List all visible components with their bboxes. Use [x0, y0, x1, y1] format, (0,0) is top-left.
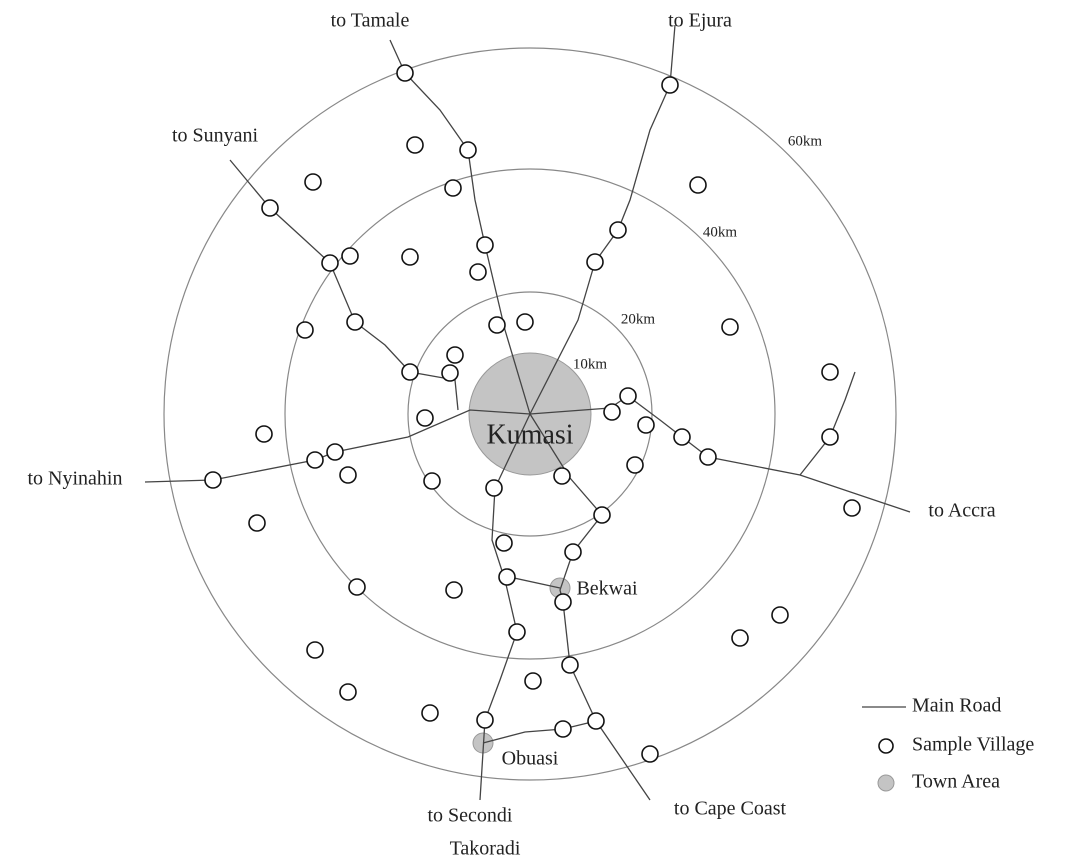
road-label: to Secondi [428, 805, 513, 827]
village [296, 321, 314, 339]
village [843, 499, 861, 517]
road-label: to Nyinahin [28, 468, 123, 490]
road-label: to Sunyani [172, 125, 259, 147]
town-label: Bekwai [576, 578, 638, 600]
village [488, 316, 506, 334]
village [321, 254, 339, 272]
village [421, 704, 439, 722]
village [673, 428, 691, 446]
village [619, 387, 637, 405]
village [561, 656, 579, 674]
village [255, 425, 273, 443]
ring-60km [163, 47, 897, 781]
village [204, 471, 222, 489]
village [641, 745, 659, 763]
village [444, 179, 462, 197]
village [261, 199, 279, 217]
road-label: to Tamale [331, 10, 410, 32]
village [553, 467, 571, 485]
village [586, 253, 604, 271]
legend-village-swatch [878, 738, 894, 754]
road-label: to Accra [928, 500, 995, 522]
village [348, 578, 366, 596]
village [554, 720, 572, 738]
village [498, 568, 516, 586]
village [495, 534, 513, 552]
village [821, 363, 839, 381]
village [524, 672, 542, 690]
village [416, 409, 434, 427]
village [469, 263, 487, 281]
village [554, 593, 572, 611]
legend-label: Sample Village [912, 734, 1034, 756]
villages [204, 64, 861, 763]
village [423, 472, 441, 490]
village [731, 629, 749, 647]
village [401, 363, 419, 381]
village [446, 346, 464, 364]
village [339, 466, 357, 484]
village [476, 711, 494, 729]
village [396, 64, 414, 82]
village [593, 506, 611, 524]
village [771, 606, 789, 624]
ring-label: 20km [621, 311, 656, 327]
village [445, 581, 463, 599]
village [485, 479, 503, 497]
legend-town-swatch [877, 774, 895, 792]
road [229, 159, 459, 411]
road-label: to Ejura [668, 10, 732, 32]
town-label: Obuasi [502, 748, 559, 770]
village [626, 456, 644, 474]
village [564, 543, 582, 561]
road-label: to Cape Coast [674, 798, 787, 820]
village [508, 623, 526, 641]
village [406, 136, 424, 154]
legend-label: Main Road [912, 695, 1001, 717]
road-label: Takoradi [450, 838, 521, 860]
village [401, 248, 419, 266]
village [341, 247, 359, 265]
village [609, 221, 627, 239]
village [339, 683, 357, 701]
village [441, 364, 459, 382]
village [304, 173, 322, 191]
village [699, 448, 717, 466]
village [661, 76, 679, 94]
village [821, 428, 839, 446]
ring-label: 10km [573, 356, 608, 372]
ring-label: 40km [703, 224, 738, 240]
road [799, 371, 856, 476]
village [306, 451, 324, 469]
village [689, 176, 707, 194]
village [346, 313, 364, 331]
legend: Main Road Sample Village Town Area [862, 695, 1034, 793]
road [482, 720, 597, 744]
village [326, 443, 344, 461]
village [587, 712, 605, 730]
ring-label: 60km [788, 133, 823, 149]
ring-40km [284, 168, 776, 660]
village [721, 318, 739, 336]
village [476, 236, 494, 254]
village [516, 313, 534, 331]
village [306, 641, 324, 659]
town-label: Kumasi [486, 419, 573, 450]
legend-label: Town Area [912, 771, 1000, 793]
road [529, 413, 651, 801]
village [637, 416, 655, 434]
village [459, 141, 477, 159]
village [603, 403, 621, 421]
village [248, 514, 266, 532]
